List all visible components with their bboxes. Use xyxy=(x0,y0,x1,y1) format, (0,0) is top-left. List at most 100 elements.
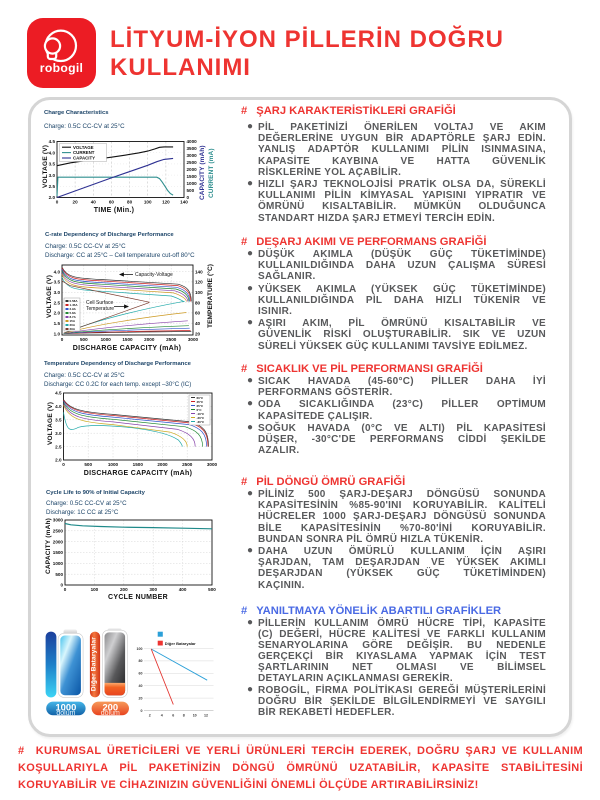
svg-text:Capacity-Voltage: Capacity-Voltage xyxy=(135,272,173,278)
svg-text:2.0: 2.0 xyxy=(55,458,62,463)
svg-text:100: 100 xyxy=(91,587,99,592)
svg-text:25°C: 25°C xyxy=(197,404,205,408)
svg-text:40: 40 xyxy=(139,684,143,688)
svg-text:CURRENT (mA): CURRENT (mA) xyxy=(208,148,215,198)
svg-text:0: 0 xyxy=(61,337,64,342)
svg-text:3000: 3000 xyxy=(207,462,218,467)
svg-text:0: 0 xyxy=(62,462,65,467)
svg-text:500: 500 xyxy=(208,587,216,592)
svg-text:CAPACITY: CAPACITY xyxy=(73,156,95,161)
svg-text:100: 100 xyxy=(144,200,152,205)
svg-text:3000: 3000 xyxy=(188,337,199,342)
svg-text:0: 0 xyxy=(64,587,67,592)
svg-text:100: 100 xyxy=(137,647,143,651)
svg-text:3.0: 3.0 xyxy=(54,290,61,295)
svg-text:120: 120 xyxy=(195,280,203,285)
svg-text:4.5: 4.5 xyxy=(49,139,56,144)
svg-text:20A: 20A xyxy=(70,323,76,327)
svg-text:CYCLE NUMBER: CYCLE NUMBER xyxy=(108,594,168,600)
svg-text:29A: 29A xyxy=(70,327,76,331)
svg-text:2.5: 2.5 xyxy=(54,300,61,305)
svg-text:120: 120 xyxy=(162,200,170,205)
svg-text:500: 500 xyxy=(80,337,88,342)
svg-text:2500: 2500 xyxy=(187,160,198,165)
svg-text:300: 300 xyxy=(149,587,157,592)
svg-text:4000: 4000 xyxy=(187,139,198,144)
svg-text:2500: 2500 xyxy=(166,337,177,342)
svg-text:20: 20 xyxy=(73,200,79,205)
svg-text:15A: 15A xyxy=(70,319,76,323)
svg-text:2.5: 2.5 xyxy=(55,444,62,449)
svg-text:2.0: 2.0 xyxy=(49,195,56,200)
svg-text:40: 40 xyxy=(195,321,201,326)
svg-text:4.0: 4.0 xyxy=(49,150,56,155)
svg-text:40: 40 xyxy=(91,200,97,205)
svg-text:0: 0 xyxy=(56,200,59,205)
svg-text:VOLTAGE (V): VOLTAGE (V) xyxy=(46,275,53,318)
svg-text:1000: 1000 xyxy=(108,462,119,467)
svg-text:2000: 2000 xyxy=(53,539,64,544)
svg-text:0.58A: 0.58A xyxy=(70,299,79,303)
svg-text:3500: 3500 xyxy=(187,146,198,151)
svg-text:2: 2 xyxy=(149,714,151,718)
svg-text:12: 12 xyxy=(204,714,208,718)
svg-text:1000: 1000 xyxy=(55,701,76,712)
svg-text:500: 500 xyxy=(84,462,92,467)
svg-text:2500: 2500 xyxy=(182,462,193,467)
svg-text:1.5: 1.5 xyxy=(54,321,61,326)
svg-text:1.45A: 1.45A xyxy=(70,303,79,307)
svg-text:2000: 2000 xyxy=(157,462,168,467)
svg-text:60: 60 xyxy=(139,672,143,676)
svg-text:3000: 3000 xyxy=(187,153,198,158)
svg-text:8.7A: 8.7A xyxy=(70,315,77,319)
svg-text:CAPACITY (mAh): CAPACITY (mAh) xyxy=(199,145,206,200)
svg-text:Temperature: Temperature xyxy=(86,306,114,312)
svg-text:1000: 1000 xyxy=(187,181,198,186)
svg-text:4.5: 4.5 xyxy=(55,391,62,396)
svg-text:60: 60 xyxy=(109,200,115,205)
svg-text:3.5: 3.5 xyxy=(55,418,62,423)
svg-text:1500: 1500 xyxy=(122,337,133,342)
svg-text:80: 80 xyxy=(139,659,143,663)
svg-text:3.0: 3.0 xyxy=(55,431,62,436)
svg-text:400: 400 xyxy=(179,587,187,592)
svg-text:140: 140 xyxy=(195,269,203,274)
svg-text:10: 10 xyxy=(193,714,197,718)
svg-text:200: 200 xyxy=(102,701,118,712)
svg-text:200: 200 xyxy=(120,587,128,592)
svg-text:80: 80 xyxy=(127,200,133,205)
svg-text:1500: 1500 xyxy=(187,174,198,179)
svg-text:dolum: dolum xyxy=(56,710,75,717)
svg-text:TIME (Min.): TIME (Min.) xyxy=(94,207,135,214)
svg-text:0: 0 xyxy=(187,195,190,200)
svg-text:2.5: 2.5 xyxy=(49,184,56,189)
svg-text:500: 500 xyxy=(55,572,63,577)
svg-text:1.0: 1.0 xyxy=(54,331,61,336)
svg-text:0°C: 0°C xyxy=(197,408,203,412)
svg-text:1000: 1000 xyxy=(101,337,112,342)
svg-text:5.8A: 5.8A xyxy=(70,311,77,315)
svg-text:4.0: 4.0 xyxy=(54,269,61,274)
svg-text:TEMPERATURE (°C): TEMPERATURE (°C) xyxy=(206,264,214,328)
svg-text:80: 80 xyxy=(195,300,201,305)
svg-text:DISCHARGE CAPACITY (mAh): DISCHARGE CAPACITY (mAh) xyxy=(84,470,192,477)
svg-text:2.9A: 2.9A xyxy=(70,307,77,311)
svg-text:robogil: robogil xyxy=(40,61,83,75)
svg-text:500: 500 xyxy=(187,188,195,193)
svg-text:VOLTAGE (V): VOLTAGE (V) xyxy=(42,145,49,188)
svg-text:3.5: 3.5 xyxy=(54,280,61,285)
svg-text:60: 60 xyxy=(195,311,201,316)
svg-text:2.0: 2.0 xyxy=(54,311,61,316)
svg-text:3.0: 3.0 xyxy=(49,173,56,178)
svg-text:100: 100 xyxy=(195,290,203,295)
svg-text:45°C: 45°C xyxy=(197,400,205,404)
svg-text:3.5: 3.5 xyxy=(49,162,56,167)
svg-text:0: 0 xyxy=(60,583,63,588)
svg-text:dolum: dolum xyxy=(101,710,120,717)
svg-text:CAPACITY (mAh): CAPACITY (mAh) xyxy=(45,518,52,574)
svg-text:20: 20 xyxy=(195,331,201,336)
svg-text:-30°C: -30°C xyxy=(197,420,206,424)
svg-text:4.0: 4.0 xyxy=(55,404,62,409)
svg-text:1500: 1500 xyxy=(53,550,64,555)
svg-text:VOLTAGE: VOLTAGE xyxy=(73,145,94,150)
